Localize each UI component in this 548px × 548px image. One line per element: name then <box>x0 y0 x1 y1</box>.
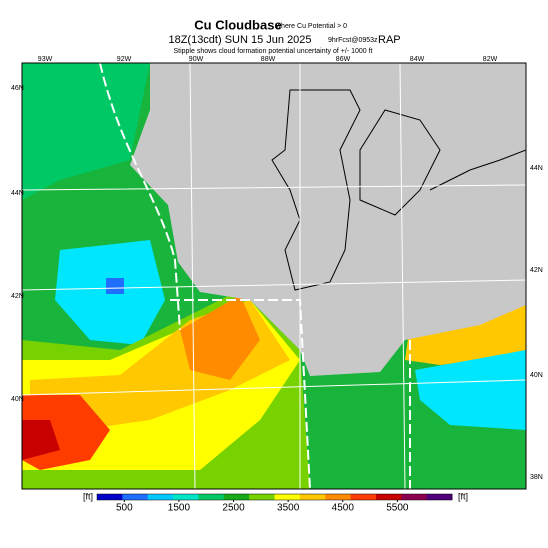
colorbar-swatch <box>299 494 326 500</box>
colorbar-tick-label: 1500 <box>168 503 191 514</box>
colorbar: [ft] [ft] <box>83 491 468 501</box>
colorbar-tick-label: 5500 <box>386 503 409 514</box>
colorbar-tick-label: 500 <box>116 503 133 514</box>
colorbar-swatch <box>375 494 402 500</box>
lat-label: 40N <box>11 396 24 403</box>
map <box>21 62 527 490</box>
colorbar-swatch <box>401 494 428 500</box>
field <box>415 350 526 430</box>
colorbar-swatch <box>198 494 225 500</box>
title: Cu Cloudbase <box>194 17 281 32</box>
lake-erie <box>429 149 526 191</box>
colorbar-swatch <box>97 494 123 500</box>
colorbar-swatch <box>426 494 453 500</box>
lat-label: 44N <box>11 190 24 197</box>
colorbar-tick-label: 2500 <box>222 503 245 514</box>
subtitle: Stipple shows cloud formation potential … <box>173 48 372 55</box>
lat-label: 42N <box>530 267 543 274</box>
lat-label: 40N <box>530 372 543 379</box>
field <box>180 295 260 380</box>
lat-label: 46N <box>11 85 24 92</box>
lon-label: 86W <box>336 56 351 63</box>
colorbar-swatch <box>325 494 352 500</box>
field <box>22 63 150 200</box>
colorbar-unit: [ft] <box>458 491 468 501</box>
lon-label: 82W <box>483 56 498 63</box>
field <box>106 278 124 294</box>
colorbar-swatch <box>122 494 149 500</box>
colorbar-tick-label: 3500 <box>277 503 300 514</box>
colorbar-swatch <box>274 494 301 500</box>
colorbar-swatch <box>223 494 250 500</box>
lat-label: 38N <box>530 474 543 481</box>
graticule <box>22 63 526 489</box>
model: RAP <box>378 34 401 46</box>
colorbar-swatch <box>350 494 377 500</box>
lon-label: 92W <box>117 56 132 63</box>
title-note: where Cu Potential > 0 <box>275 23 347 30</box>
lon-label: 90W <box>189 56 204 63</box>
forecast-time: 9hrFcst@0953z <box>328 37 378 44</box>
colorbar-swatch <box>173 494 199 500</box>
colorbar-unit: [ft] <box>83 491 93 501</box>
lon-label: 88W <box>261 56 276 63</box>
valid-time: 18Z(13cdt) SUN 15 Jun 2025 <box>168 34 311 46</box>
colorbar-tick-label: 4500 <box>332 503 355 514</box>
state-borders <box>99 63 411 489</box>
lake-michigan <box>271 89 361 291</box>
colorbar-swatch <box>147 494 174 500</box>
lon-label: 93W <box>38 56 53 63</box>
lat-label: 42N <box>11 293 24 300</box>
lake-huron <box>359 109 441 216</box>
no-cu-region <box>130 63 526 376</box>
map-frame <box>21 62 527 490</box>
lon-label: 84W <box>410 56 425 63</box>
field <box>22 420 60 460</box>
colorbar-swatch <box>249 494 275 500</box>
colorbar-frame <box>96 493 453 501</box>
lat-label: 44N <box>530 165 543 172</box>
